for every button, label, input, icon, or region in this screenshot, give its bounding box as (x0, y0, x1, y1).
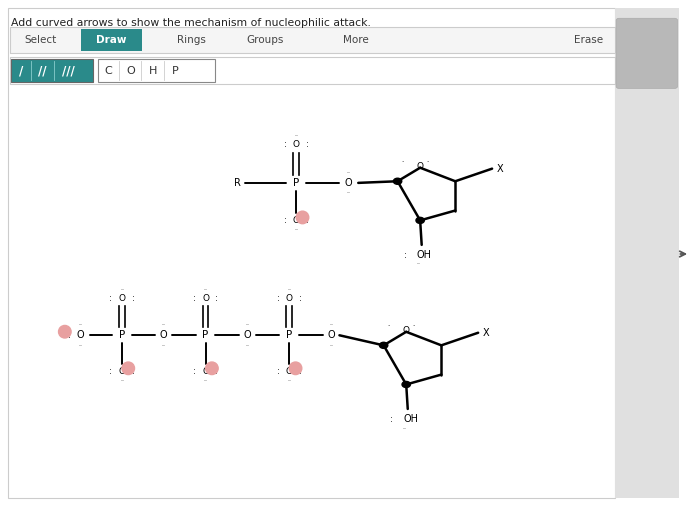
Text: :: : (215, 294, 218, 303)
Text: O: O (417, 162, 424, 171)
Text: OH: OH (417, 250, 432, 260)
Text: ··: ·· (78, 323, 82, 328)
Text: ·: · (401, 158, 404, 165)
Text: O: O (202, 294, 209, 303)
Text: P: P (172, 66, 179, 76)
FancyBboxPatch shape (615, 8, 679, 498)
Text: ··: ·· (294, 228, 298, 233)
Text: ··: ·· (120, 287, 124, 292)
FancyBboxPatch shape (10, 27, 615, 53)
Text: ··: ·· (120, 378, 124, 384)
Text: ··: ·· (294, 133, 298, 138)
Text: //: // (38, 64, 46, 77)
Text: Draw: Draw (96, 35, 127, 45)
Text: O: O (293, 140, 300, 149)
Text: :: : (109, 367, 112, 376)
Text: :: : (306, 216, 309, 226)
Text: ··: ·· (245, 323, 250, 328)
Circle shape (379, 342, 388, 348)
Text: :: : (277, 367, 279, 376)
Text: ··: ·· (416, 262, 420, 267)
Text: /: / (19, 64, 23, 77)
Text: :: : (299, 367, 302, 376)
Text: ··: ·· (346, 170, 351, 175)
Text: P: P (286, 330, 292, 340)
Text: Erase: Erase (574, 35, 604, 45)
Ellipse shape (289, 362, 302, 374)
Text: Select: Select (24, 35, 56, 45)
Text: ··: ·· (204, 378, 208, 384)
Text: ··: ·· (402, 426, 406, 431)
Text: Add curved arrows to show the mechanism of nucleophilic attack.: Add curved arrows to show the mechanism … (11, 18, 371, 28)
Ellipse shape (122, 362, 135, 374)
FancyBboxPatch shape (8, 8, 615, 498)
Text: O: O (126, 66, 135, 76)
Text: :: : (299, 294, 302, 303)
Text: O: O (286, 294, 293, 303)
Text: X: X (483, 328, 490, 338)
Text: ··: ·· (78, 343, 82, 348)
Text: :: : (193, 294, 196, 303)
Text: ··: ·· (245, 343, 250, 348)
Text: P: P (119, 330, 125, 340)
Text: ··: ·· (162, 323, 166, 328)
Text: ///: /// (62, 64, 75, 77)
Text: ··: ·· (329, 323, 333, 328)
Text: ··: ·· (346, 190, 351, 196)
Ellipse shape (59, 326, 71, 338)
Circle shape (416, 217, 424, 224)
Text: :: : (215, 367, 218, 376)
Text: O: O (118, 294, 125, 303)
Text: :: : (404, 250, 407, 260)
Text: :: : (306, 140, 309, 149)
Text: ··: ·· (162, 343, 166, 348)
Text: Rings: Rings (177, 35, 206, 45)
Text: X: X (497, 164, 504, 174)
Text: :: : (284, 216, 286, 226)
Text: ··: ·· (329, 343, 333, 348)
Circle shape (393, 178, 401, 184)
Text: O: O (293, 216, 300, 226)
Text: O: O (286, 367, 293, 376)
FancyBboxPatch shape (98, 59, 215, 82)
Text: :: : (109, 294, 112, 303)
Text: C: C (104, 66, 112, 76)
FancyBboxPatch shape (616, 18, 677, 88)
Text: H: H (148, 66, 157, 76)
Text: P: P (203, 330, 208, 340)
Text: ··: ·· (287, 287, 291, 292)
Text: O: O (77, 330, 84, 340)
Text: :: : (284, 140, 286, 149)
Circle shape (402, 382, 411, 388)
Text: P: P (293, 178, 299, 188)
Text: :: : (390, 415, 393, 424)
Text: More: More (343, 35, 368, 45)
Text: O: O (345, 178, 352, 188)
Text: :: : (193, 367, 196, 376)
Text: ·: · (412, 323, 414, 329)
Text: O: O (160, 330, 167, 340)
Ellipse shape (206, 362, 218, 374)
Text: :: : (132, 367, 135, 376)
FancyBboxPatch shape (11, 59, 93, 82)
Text: :: : (68, 331, 70, 340)
Text: ··: ·· (287, 378, 291, 384)
Ellipse shape (296, 211, 309, 224)
Text: O: O (403, 326, 410, 335)
Text: O: O (328, 330, 335, 340)
Text: :: : (277, 294, 279, 303)
Text: O: O (244, 330, 251, 340)
Text: ··: ·· (204, 287, 208, 292)
FancyBboxPatch shape (81, 29, 142, 51)
Text: :: : (132, 294, 135, 303)
Text: O: O (118, 367, 125, 376)
Text: ·: · (388, 323, 390, 329)
Text: O: O (202, 367, 209, 376)
Text: R: R (233, 178, 240, 188)
Text: Groups: Groups (246, 35, 284, 45)
Text: OH: OH (403, 414, 418, 424)
Text: ·: · (426, 158, 428, 165)
